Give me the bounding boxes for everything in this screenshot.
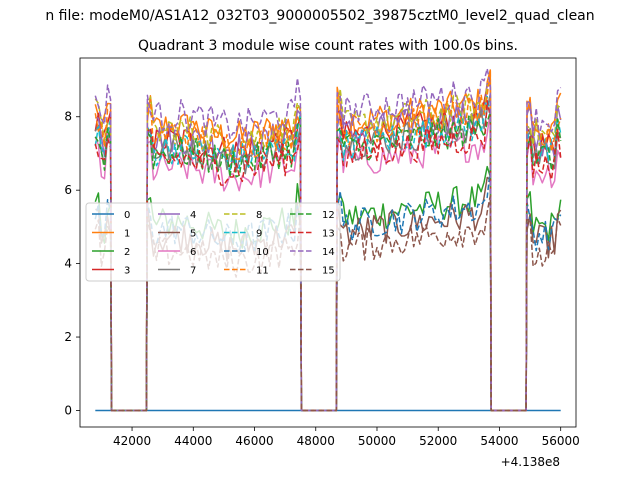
y-tick-label: 6 [64, 183, 72, 197]
series-line-12 [94, 111, 562, 412]
plot-area: 42000 44000 46000 48000 50000 52000 54000 56000… [64, 57, 580, 448]
legend-label-5: 5 [190, 229, 196, 240]
y-tick-label: 0 [64, 403, 72, 417]
x-tick-label: 48000 [297, 434, 335, 448]
legend-box [85, 202, 341, 282]
legend-label-8: 8 [256, 210, 262, 221]
x-tick-label: 50000 [358, 434, 396, 448]
legend-label-3: 3 [124, 266, 130, 277]
axes-frame [79, 57, 577, 428]
legend-label-6: 6 [190, 247, 196, 258]
series-line-14 [94, 67, 562, 412]
legend-label-12: 12 [322, 210, 335, 221]
x-tick-label: 56000 [542, 434, 580, 448]
series-line-13 [94, 99, 562, 412]
legend-label-7: 7 [190, 266, 196, 277]
x-tick-label: 46000 [235, 434, 273, 448]
x-tick-label: 42000 [113, 434, 151, 448]
chart-title: Quadrant 3 module wise count rates with … [138, 38, 518, 54]
x-tick-label: 52000 [419, 434, 457, 448]
series-line-9 [94, 95, 562, 412]
legend-label-11: 11 [256, 266, 269, 277]
legend-label-2: 2 [124, 247, 130, 258]
legend-label-13: 13 [322, 229, 335, 240]
series-line-11 [94, 70, 562, 412]
y-tick-label: 8 [64, 110, 72, 124]
legend-label-15: 15 [322, 266, 335, 277]
legend-label-14: 14 [322, 247, 335, 258]
figure-suptitle: n file: modeM0/AS1A12_032T03_9000005502_… [45, 8, 594, 24]
x-axis-offset-label: +4.138e8 [501, 455, 560, 469]
x-tick-label: 44000 [174, 434, 212, 448]
legend-label-9: 9 [256, 229, 262, 240]
legend-label-0: 0 [124, 210, 130, 221]
x-tick-label: 54000 [480, 434, 518, 448]
y-tick-label: 2 [64, 330, 72, 344]
legend-label-1: 1 [124, 229, 130, 240]
legend-label-4: 4 [190, 210, 196, 221]
legend-label-10: 10 [256, 247, 269, 258]
y-tick-label: 4 [64, 257, 72, 271]
